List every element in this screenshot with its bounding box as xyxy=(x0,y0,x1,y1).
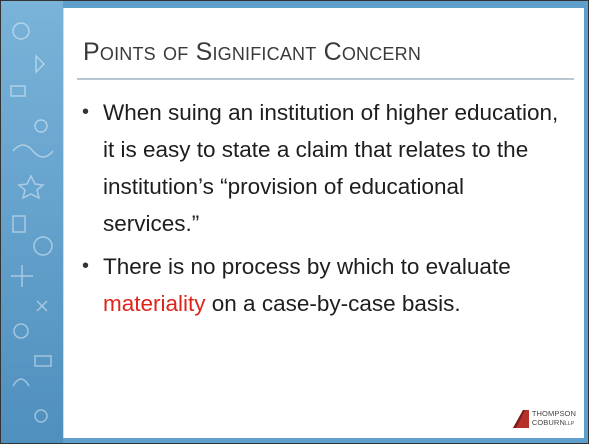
bullet-text: There is no process by which to evaluate xyxy=(103,254,511,279)
logo-text: THOMPSON COBURNLLP xyxy=(532,409,576,429)
decorative-strip xyxy=(1,1,63,443)
logo: THOMPSON COBURNLLP xyxy=(513,409,576,429)
bullet: When suing an institution of higher educ… xyxy=(82,94,560,242)
title-rule xyxy=(77,78,574,80)
page: Points of Significant Concern When suing… xyxy=(0,0,589,444)
logo-line: THOMPSON xyxy=(532,409,576,418)
highlighted-text: materiality xyxy=(103,291,206,316)
bullet-text: When suing an institution of higher educ… xyxy=(103,100,558,236)
logo-mark xyxy=(513,410,529,428)
logo-line: COBURNLLP xyxy=(532,418,576,429)
bullet: There is no process by which to evaluate… xyxy=(82,248,560,322)
slide-title: Points of Significant Concern xyxy=(83,38,421,67)
bullet-list: When suing an institution of higher educ… xyxy=(82,94,560,328)
bullet-text: on a case-by-case basis. xyxy=(206,291,461,316)
slide: Points of Significant Concern When suing… xyxy=(0,0,589,444)
logo-suffix: LLP xyxy=(565,421,574,427)
slide-content: Points of Significant Concern When suing… xyxy=(63,8,584,438)
logo-line: COBURN xyxy=(532,418,565,427)
